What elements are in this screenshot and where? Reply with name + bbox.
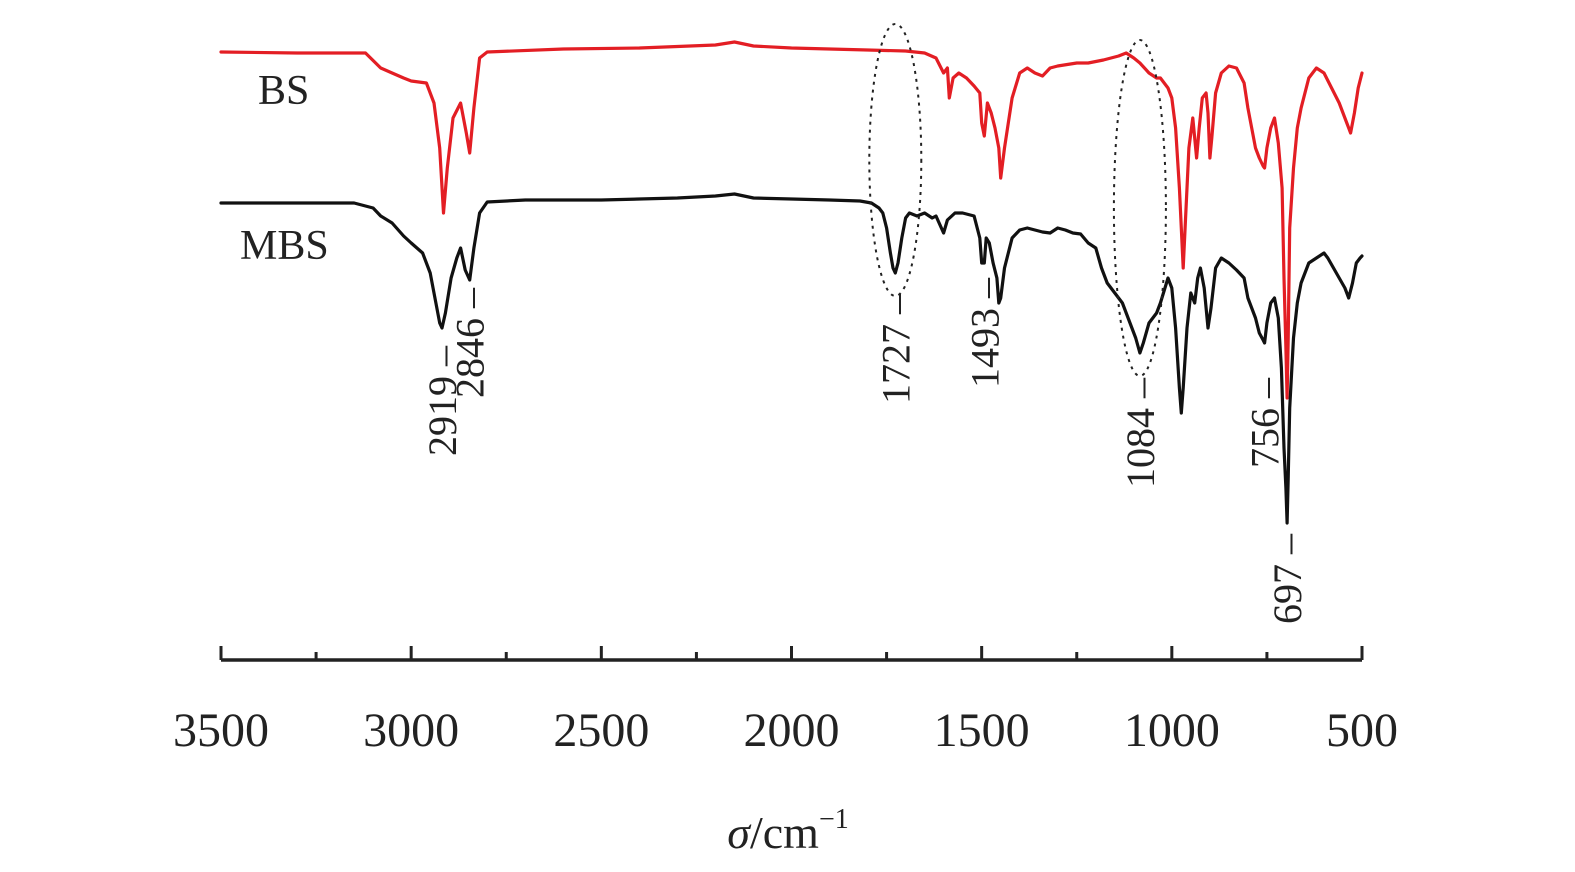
peak-annotation-1084: 1084 – <box>1118 377 1163 488</box>
highlight-layer <box>868 23 1167 377</box>
series-line-bs <box>219 40 1364 400</box>
peak-label-1084: 1084 – <box>1118 377 1163 488</box>
x-tick-label-3500: 3500 <box>173 704 269 757</box>
x-ticks-layer: 3500 3000 2500 2000 1500 1000 500 <box>173 646 1398 757</box>
series-label-bs: BS <box>258 68 309 114</box>
peak-label-2846: 2846 – <box>448 287 493 398</box>
peak-annotation-2846: 2846 – <box>448 287 493 398</box>
highlight-ellipse-1084 <box>1112 39 1167 377</box>
peak-annotation-1727: 1727 – <box>873 293 918 404</box>
highlight-ellipse-1727 <box>868 23 923 297</box>
x-axis-exponent: −1 <box>819 804 849 835</box>
peak-label-1727: 1727 – <box>873 293 918 404</box>
peak-label-2919: 2919 – <box>420 345 465 456</box>
peak-annotation-756: 756 – <box>1243 377 1288 468</box>
series-label-mbs: MBS <box>240 223 329 269</box>
peak-label-756: 756 – <box>1243 377 1288 468</box>
series-labels-layer: BS MBS <box>240 68 329 269</box>
series-line-mbs <box>219 192 1364 525</box>
x-axis-unit: /cm <box>750 807 819 858</box>
x-tick-label-500: 500 <box>1326 704 1398 757</box>
peak-annotation-1493: 1493 – <box>962 277 1007 388</box>
x-tick-label-1500: 1500 <box>934 704 1030 757</box>
x-axis-symbol: σ <box>727 807 752 858</box>
x-tick-label-2500: 2500 <box>553 704 649 757</box>
peak-labels-layer: 2919 –2846 – 1727 – 1493 – 1084 – 756 – 697 – <box>420 277 1310 624</box>
x-tick-label-1000: 1000 <box>1124 704 1220 757</box>
peak-label-1493: 1493 – <box>962 277 1007 388</box>
peak-annotation-697: 697 – <box>1265 533 1310 624</box>
peak-annotation-2919: 2919 – <box>420 345 465 456</box>
x-tick-label-3000: 3000 <box>363 704 459 757</box>
peak-label-697: 697 – <box>1265 533 1310 624</box>
x-axis-label: σ/cm−1 <box>727 804 848 858</box>
x-tick-label-2000: 2000 <box>744 704 840 757</box>
traces-layer <box>219 40 1364 525</box>
